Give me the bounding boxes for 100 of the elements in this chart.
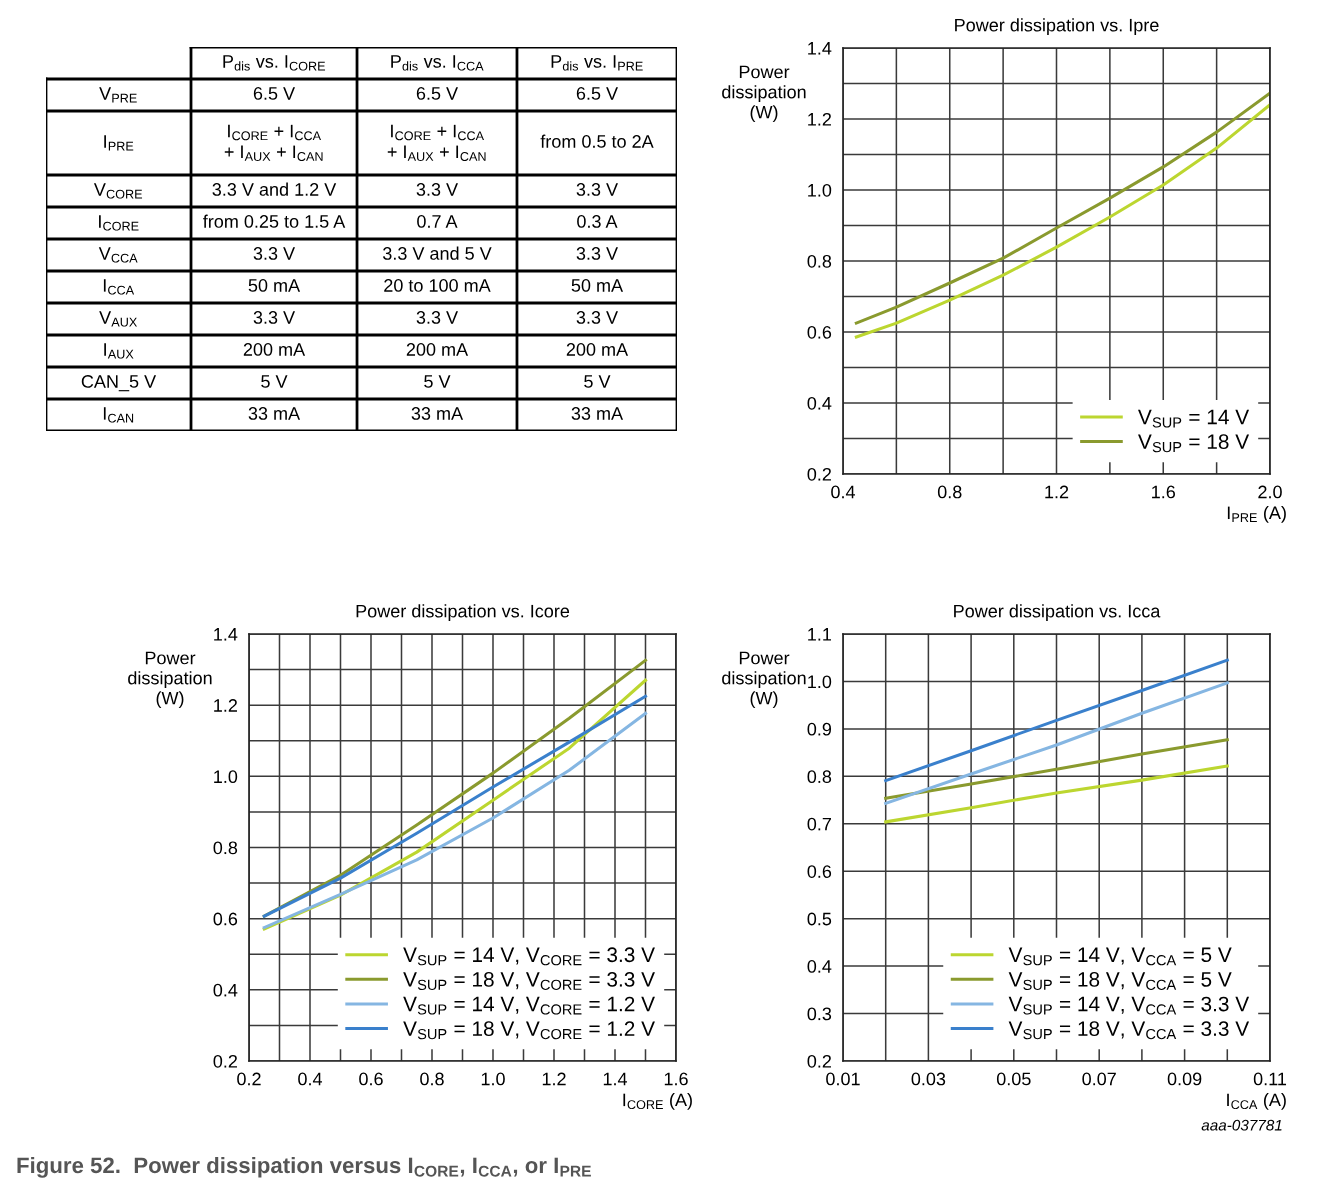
y-axis-title: Power dissipation (W) <box>722 651 806 709</box>
text: 3.3 V <box>253 311 296 324</box>
text: 5 V <box>424 375 451 388</box>
text: from 0.25 to 1.5 A <box>203 214 346 228</box>
y-tick-label: 0.2 <box>213 1054 237 1068</box>
text: 0.7 A <box>417 215 458 228</box>
y-tick-label: 0.8 <box>807 254 832 268</box>
x-tick-label: 1.2 <box>1045 485 1069 499</box>
text: 0.3 A <box>577 215 618 228</box>
x-tick-label: 0.07 <box>1082 1072 1116 1086</box>
y-tick-label: 0.8 <box>807 770 832 784</box>
text: 33 mA <box>248 407 301 420</box>
legend-label: V$_{SUP}$ = 18 V, V$_{CCA}$ = 5 V <box>1008 972 1232 990</box>
y-axis-title: Power dissipation (W) <box>722 65 806 123</box>
category-label: P$_{dis}$ vs. I$_{CORE}$ <box>223 55 326 71</box>
category-label: I$_{AUX}$ <box>104 343 134 359</box>
text: 5 V <box>584 375 611 388</box>
legend-label: V$_{SUP}$ = 14 V, V$_{CORE}$ = 3.3 V <box>403 947 655 966</box>
line-series <box>884 681 1229 805</box>
text: 200 mA <box>406 343 469 356</box>
category-label: P$_{dis}$ vs. I$_{PRE}$ <box>551 55 643 71</box>
x-tick-label: 1.4 <box>603 1072 628 1086</box>
text: from 0.5 to 2A <box>540 134 654 148</box>
y-tick-label: 0.3 <box>807 1007 832 1021</box>
line-series <box>884 658 1229 783</box>
x-tick-label: 0.2 <box>237 1072 261 1086</box>
chart-title: Power dissipation vs. Icca <box>954 604 1161 622</box>
y-tick-label: 1.1 <box>808 628 832 641</box>
x-axis-title: I$_{CORE}$ (A) <box>623 1093 692 1110</box>
text: 200 mA <box>566 343 629 356</box>
chart-title: Power dissipation vs. Icore <box>356 604 570 622</box>
y-tick-label: 0.6 <box>807 325 832 339</box>
legend-label: V$_{SUP}$ = 18 V <box>1138 434 1250 453</box>
text: aaa-037781 <box>1201 1119 1282 1131</box>
x-tick-label: 0.03 <box>911 1072 946 1086</box>
x-tick-label: 0.4 <box>298 1072 323 1086</box>
y-tick-label: 1.0 <box>808 183 832 197</box>
x-tick-label: 1.6 <box>664 1072 688 1086</box>
x-tick-label: 0.05 <box>996 1072 1031 1086</box>
line-series <box>884 738 1229 800</box>
text: 6.5 V <box>253 87 296 100</box>
y-tick-label: 1.4 <box>214 628 238 641</box>
text: 3.3 V <box>576 311 618 324</box>
category-label: I$_{CAN}$ <box>103 407 134 423</box>
y-tick-label: 0.5 <box>807 912 832 926</box>
text: I$_{CORE}$ + I$_{CCA}$ + I$_{AUX}$ + I$_{CAN}$ <box>387 124 486 161</box>
text: I$_{CORE}$ + I$_{CCA}$ + I$_{AUX}$ + I$_{CAN}$ <box>224 124 323 161</box>
x-tick-label: 0.09 <box>1167 1072 1202 1086</box>
line-series <box>884 764 1229 824</box>
y-tick-label: 0.4 <box>807 396 832 410</box>
y-tick-label: 0.4 <box>213 983 238 997</box>
x-tick-label: 1.6 <box>1152 485 1176 499</box>
y-tick-label: 0.2 <box>807 1054 831 1068</box>
x-tick-label: 2.0 <box>1258 485 1282 499</box>
text: 50 mA <box>571 279 624 292</box>
text: 3.3 V <box>576 247 618 260</box>
text: 3.3 V <box>576 183 618 196</box>
y-tick-label: 0.8 <box>213 841 238 855</box>
y-tick-label: 1.0 <box>808 675 832 689</box>
y-tick-label: 1.2 <box>808 112 831 126</box>
text: 3.3 V <box>416 183 458 196</box>
y-tick-label: 0.6 <box>213 912 238 926</box>
legend-label: V$_{SUP}$ = 18 V, V$_{CORE}$ = 3.3 V <box>403 972 655 990</box>
category-label: I$_{CCA}$ <box>103 279 135 295</box>
text: 6.5 V <box>576 87 618 100</box>
text: 5 V <box>261 375 288 388</box>
category-label: I$_{PRE}$ <box>104 135 134 151</box>
x-tick-label: 0.4 <box>831 485 856 499</box>
legend-label: V$_{SUP}$ = 18 V, V$_{CORE}$ = 1.2 V <box>403 1021 655 1040</box>
text: 20 to 100 mA <box>384 279 491 292</box>
chart-title: Power dissipation vs. Ipre <box>955 18 1159 36</box>
category-label: V$_{CORE}$ <box>93 183 143 199</box>
y-tick-label: 0.2 <box>807 467 831 481</box>
legend-label: V$_{SUP}$ = 14 V, V$_{CORE}$ = 1.2 V <box>403 996 655 1015</box>
legend-label: V$_{SUP}$ = 18 V, V$_{CCA}$ = 3.3 V <box>1008 1021 1250 1040</box>
y-tick-label: 1.4 <box>808 42 832 55</box>
text: 200 mA <box>243 343 306 356</box>
text: 3.3 V <box>416 311 458 324</box>
text: 33 mA <box>411 407 464 420</box>
legend-label: V$_{SUP}$ = 14 V, V$_{CCA}$ = 3.3 V <box>1008 996 1250 1015</box>
y-tick-label: 0.6 <box>807 865 832 878</box>
legend-label: V$_{SUP}$ = 14 V, V$_{CCA}$ = 5 V <box>1008 947 1232 966</box>
y-tick-label: 1.0 <box>214 770 238 784</box>
y-axis-title: Power dissipation (W) <box>128 651 212 709</box>
category-label: I$_{CORE}$ <box>99 215 139 231</box>
x-tick-label: 0.8 <box>937 485 962 499</box>
y-tick-label: 1.2 <box>214 699 237 712</box>
text: 50 mA <box>248 279 301 292</box>
x-axis-title: I$_{PRE}$ (A) <box>1227 505 1286 523</box>
category-label: CAN_5 V <box>81 375 157 392</box>
text: 33 mA <box>571 407 624 420</box>
category-label: V$_{PRE}$ <box>99 87 137 103</box>
x-tick-label: 0.11 <box>1253 1072 1287 1086</box>
category-label: V$_{CCA}$ <box>98 247 138 263</box>
x-tick-label: 0.6 <box>359 1072 383 1086</box>
category-label: P$_{dis}$ vs. I$_{CCA}$ <box>391 55 484 71</box>
x-axis-title: I$_{CCA}$ (A) <box>1227 1093 1286 1110</box>
y-tick-label: 0.4 <box>807 960 832 973</box>
text: 6.5 V <box>416 87 458 100</box>
x-tick-label: 0.8 <box>420 1072 444 1086</box>
